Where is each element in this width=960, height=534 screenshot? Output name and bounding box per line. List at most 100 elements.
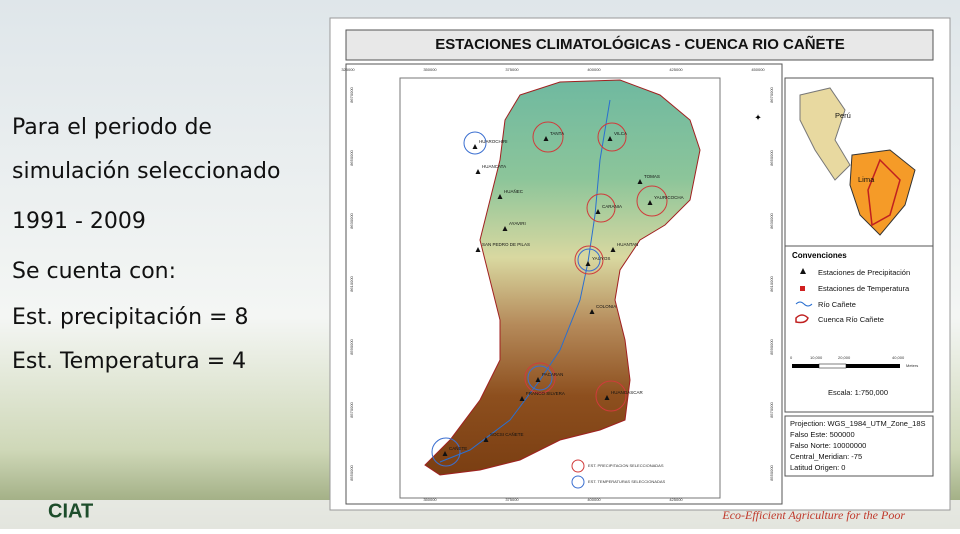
- station: [604, 395, 610, 400]
- station: [589, 309, 595, 314]
- legend-circle: [571, 459, 585, 473]
- coord-label: 375000: [505, 67, 519, 72]
- legend-item: Estaciones de Temperatura: [818, 284, 910, 293]
- legend-item: Cuenca Río Cañete: [818, 315, 884, 324]
- coord-label: 8650000: [349, 149, 354, 165]
- projection-line: Projection: WGS_1984_UTM_Zone_18S: [790, 419, 926, 428]
- station-label: HUAÑEC: [504, 188, 524, 194]
- station: [472, 144, 478, 149]
- slide-line: simulación seleccionado: [12, 159, 280, 184]
- coord-label: 8630000: [349, 212, 354, 228]
- inset-peru: [799, 87, 851, 181]
- slide-line: 1991 - 2009: [12, 209, 146, 234]
- coord-label: 8650000: [769, 149, 774, 165]
- legend-symbol: [795, 314, 809, 324]
- coord-label: 400000: [587, 497, 601, 502]
- legend-title: Convenciones: [792, 251, 847, 260]
- station: [535, 377, 541, 382]
- coord-label: 8590000: [769, 338, 774, 354]
- circle-legend: EST. TEMPERATURAS SELECCIONADAS: [588, 479, 666, 484]
- station-label: CARANIA: [602, 204, 622, 209]
- coord-label: 8630000: [769, 212, 774, 228]
- coord-label: 8590000: [349, 338, 354, 354]
- scale-tick: 10,000: [810, 355, 823, 360]
- station: [607, 136, 613, 141]
- legend-symbol: [795, 301, 813, 307]
- station: [483, 437, 489, 442]
- inset-lima: [849, 149, 916, 236]
- coord-label: 350000: [423, 497, 437, 502]
- coord-label: 375000: [505, 497, 519, 502]
- station-label: HUANGASCAR: [611, 390, 644, 395]
- station-label: PACARAN: [542, 372, 563, 377]
- coord-label: 8610000: [349, 275, 354, 291]
- scale-unit: Meters: [906, 363, 918, 368]
- station-label: HUANCATA: [482, 164, 506, 169]
- station: [647, 200, 653, 205]
- legend-symbol: [800, 268, 806, 274]
- projection-frame: [784, 415, 934, 477]
- station-label: TOMAS: [644, 174, 660, 179]
- scale-tick: 0: [790, 355, 793, 360]
- projection-line: Falso Este: 500000: [790, 430, 855, 439]
- station: [637, 179, 643, 184]
- inset-basin: [867, 158, 901, 227]
- coord-label: 350000: [423, 67, 437, 72]
- coord-label: 8670000: [349, 86, 354, 102]
- station-label: CAÑETE: [449, 445, 467, 451]
- circle-legend: EST. PRECIPITACION SELECCIONADAS: [588, 463, 664, 468]
- station: [543, 136, 549, 141]
- coord-label: 8550000: [769, 464, 774, 480]
- coord-label: 8570000: [349, 401, 354, 417]
- map-title: ESTACIONES CLIMATOLÓGICAS - CUENCA RIO C…: [435, 35, 844, 53]
- selection-circles: [431, 121, 668, 467]
- scale-text: Escala: 1:750,000: [828, 388, 888, 397]
- scale-bar: [792, 363, 900, 369]
- legend-frame: [784, 245, 934, 413]
- coord-label: 8570000: [769, 401, 774, 417]
- station: [595, 209, 601, 214]
- station-label: YAURICOCHA: [654, 195, 684, 200]
- coord-label: 8610000: [769, 275, 774, 291]
- title-box: [345, 29, 934, 61]
- station-label: HUAROCHIRI: [479, 139, 508, 144]
- projection-line: Falso Norte: 10000000: [790, 441, 866, 450]
- station-label: VILCA: [614, 131, 627, 136]
- slide-line: Est. Temperatura = 4: [12, 349, 246, 374]
- legend-item: Estaciones de Precipitación: [818, 268, 910, 277]
- station: [497, 194, 503, 199]
- tagline: Eco-Efficient Agriculture for the Poor: [721, 508, 905, 522]
- station: [585, 261, 591, 266]
- slide-line: Para el periodo de: [12, 115, 212, 140]
- station: [442, 451, 448, 456]
- logo: CIAT: [48, 500, 93, 522]
- coord-label: 8550000: [349, 464, 354, 480]
- station: [475, 169, 481, 174]
- coord-label: 8670000: [769, 86, 774, 102]
- station-label: YAUYOS: [592, 256, 610, 261]
- north-arrow: ✦: [754, 112, 762, 122]
- station-label: SAN PEDRO DE PILAS: [482, 242, 530, 247]
- coord-label: 450000: [751, 67, 765, 72]
- map-panel: [345, 63, 783, 505]
- slide-line: Se cuenta con:: [12, 259, 176, 284]
- station: [610, 247, 616, 252]
- slide-line: Est. precipitación = 8: [12, 305, 248, 330]
- legend-circle: [571, 475, 585, 489]
- legend-item: Río Cañete: [818, 300, 856, 309]
- station-label: TANTA: [550, 131, 564, 136]
- legend-symbol: [800, 286, 805, 291]
- projection-line: Central_Meridian: -75: [790, 452, 862, 461]
- coord-label: 400000: [587, 67, 601, 72]
- scale-tick: 40,000: [892, 355, 905, 360]
- station-label: HUANTAN: [617, 242, 638, 247]
- station-label: COLONIA: [596, 304, 616, 309]
- river: [439, 99, 611, 463]
- station: [519, 396, 525, 401]
- station-label: FRANCO SILVERA: [526, 391, 565, 396]
- basin: [424, 79, 701, 476]
- inset-label: Perú: [835, 111, 851, 120]
- station-label: AYAVIRI: [509, 221, 526, 226]
- coord-label: 425000: [669, 67, 683, 72]
